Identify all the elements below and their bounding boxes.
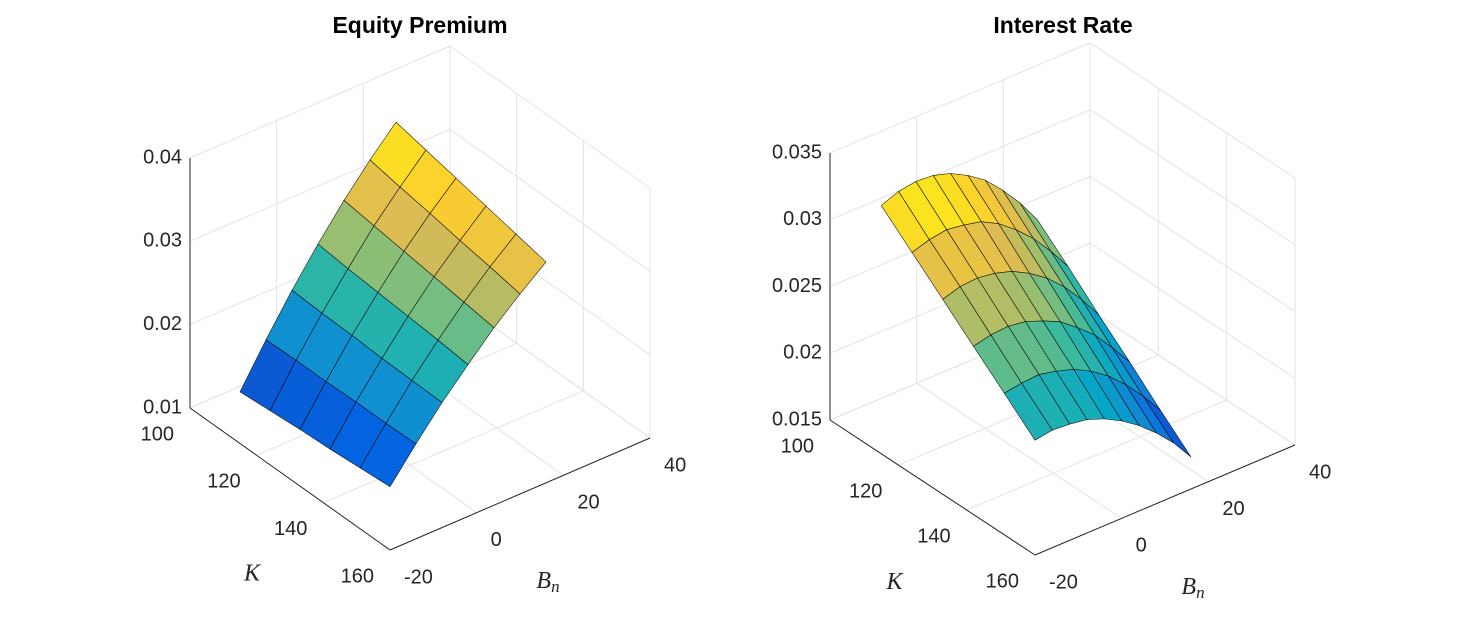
- y-tick-label: 0: [1136, 535, 1147, 557]
- y-axis-label-sub: n: [1196, 583, 1205, 602]
- y-tick-label: 20: [577, 492, 599, 514]
- axis-line: [389, 437, 651, 551]
- x-tick-label: 100: [141, 423, 174, 445]
- z-tick-label: 0.03: [783, 208, 822, 230]
- grid-line: [966, 399, 1227, 511]
- z-tick-label: 0.035: [772, 141, 822, 163]
- axis-line: [829, 419, 1036, 556]
- chart-title: Interest Rate: [993, 12, 1132, 38]
- axis-line: [1034, 444, 1296, 556]
- grid-line: [1089, 176, 1296, 312]
- z-tick-label: 0.01: [143, 396, 182, 418]
- chart-title: Equity Premium: [332, 12, 507, 38]
- x-axis-label: K: [885, 569, 904, 595]
- y-tick-label: -20: [1049, 571, 1078, 593]
- y-axis-label-base: B: [1181, 574, 1196, 600]
- axis-line: [189, 407, 391, 551]
- y-tick-label: 0: [491, 529, 502, 551]
- y-axis-label: Bn: [536, 568, 559, 596]
- z-tick-label: 0.02: [143, 313, 182, 335]
- grid-line: [916, 382, 1122, 519]
- x-axis-label: K: [243, 561, 262, 587]
- grid-line: [829, 42, 1091, 154]
- x-tick-label: 160: [986, 570, 1019, 592]
- z-tick-label: 0.025: [772, 275, 822, 297]
- x-tick-label: 120: [849, 480, 882, 502]
- grid-line: [829, 109, 1091, 221]
- grid-line: [1089, 309, 1296, 446]
- y-tick-label: 40: [664, 454, 686, 476]
- x-tick-label: 100: [781, 435, 814, 457]
- z-tick-label: 0.03: [143, 230, 182, 252]
- z-tick-label: 0.02: [783, 342, 822, 364]
- x-tick-label: 140: [274, 518, 307, 540]
- grid-line: [1089, 109, 1296, 246]
- grid-line: [1089, 42, 1296, 179]
- y-axis-label-base: B: [536, 568, 551, 594]
- grid-line: [323, 390, 584, 504]
- grid-line: [449, 128, 651, 272]
- surface-face: [359, 422, 417, 488]
- grid-line: [1089, 242, 1296, 379]
- x-tick-label: 120: [207, 471, 240, 493]
- grid-line: [449, 45, 651, 189]
- x-tick-label: 140: [917, 525, 950, 547]
- surface-face: [1003, 382, 1053, 441]
- y-tick-label: 40: [1309, 461, 1331, 483]
- y-axis-label-sub: n: [551, 577, 560, 596]
- z-tick-label: 0.04: [143, 146, 182, 168]
- x-tick-label: 160: [341, 565, 374, 587]
- y-tick-label: 20: [1222, 498, 1244, 520]
- y-tick-label: -20: [404, 566, 433, 588]
- grid-line: [189, 45, 451, 159]
- y-axis-label: Bn: [1181, 574, 1204, 602]
- z-tick-label: 0.015: [772, 408, 822, 430]
